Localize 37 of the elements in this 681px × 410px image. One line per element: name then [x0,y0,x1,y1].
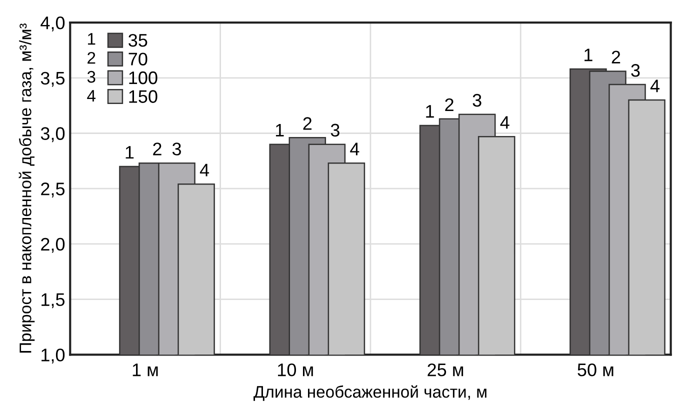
annotation: 2 [153,142,162,156]
annotation: 1 [426,105,434,118]
annotation: 3 [631,64,640,77]
annotation: 1 [584,48,592,62]
annotation: 3 [172,142,181,156]
y-tick-label: 3,0 [40,127,65,142]
annotation: 4 [500,116,510,129]
y-tick-label: 3,5 [40,72,65,87]
y-tick-label: 2,5 [41,182,65,198]
legend-label: 150 [129,90,158,103]
y-tick-label: 1,0 [42,348,65,364]
annotation: 4 [350,142,360,156]
annotation: 3 [330,124,340,137]
annotation: 2 [612,50,620,64]
annotation: 2 [88,52,96,64]
legend-label: 100 [129,71,158,84]
x-tick-label: 1 м [132,364,158,376]
x-tick-label: 10 м [278,363,313,376]
annotation: 3 [87,70,96,83]
x-axis-title: Длина необсаженной части, м [254,385,486,401]
legend-label: 70 [128,52,148,66]
annotation: 4 [650,80,660,92]
legend-label: 35 [128,34,148,47]
annotation: 4 [87,90,96,102]
y-axis-title: Прирост в накопленной добыче газа, м³/м³ [18,24,35,353]
y-tick-label: 4,0 [40,16,65,32]
y-tick-label: 1,5 [42,293,65,308]
y-tick-label: 2,0 [41,238,65,253]
annotation: 2 [303,117,312,130]
x-tick-label: 50 м [578,363,614,376]
annotation: 3 [472,94,482,107]
x-tick-label: 25 м [428,363,464,376]
annotation: 2 [445,98,454,111]
annotation: 1 [126,146,134,159]
annotation: 4 [200,164,210,176]
annotation: 1 [88,33,96,45]
annotation: 1 [276,124,284,136]
